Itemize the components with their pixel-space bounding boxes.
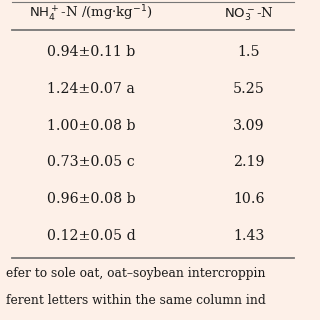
Text: $\mathrm{NH_4^+}$-N /(mg$\cdot$kg$^{-1}$): $\mathrm{NH_4^+}$-N /(mg$\cdot$kg$^{-1}$… [29, 4, 153, 24]
Text: efer to sole oat, oat–soybean intercroppin: efer to sole oat, oat–soybean intercropp… [6, 267, 266, 280]
Text: 1.5: 1.5 [237, 45, 260, 59]
Text: 0.96±0.08 b: 0.96±0.08 b [47, 192, 135, 206]
Text: 0.73±0.05 c: 0.73±0.05 c [47, 156, 135, 169]
Text: 0.94±0.11 b: 0.94±0.11 b [47, 45, 135, 59]
Text: 2.19: 2.19 [233, 156, 264, 169]
Text: 5.25: 5.25 [233, 82, 265, 96]
Text: 1.43: 1.43 [233, 229, 264, 243]
Text: ferent letters within the same column ind: ferent letters within the same column in… [6, 294, 266, 307]
Text: 1.00±0.08 b: 1.00±0.08 b [47, 119, 135, 132]
Text: 3.09: 3.09 [233, 119, 265, 132]
Text: 10.6: 10.6 [233, 192, 264, 206]
Text: $\mathrm{NO_3^-}$-N: $\mathrm{NO_3^-}$-N [224, 6, 274, 23]
Text: 1.24±0.07 a: 1.24±0.07 a [47, 82, 135, 96]
Text: 0.12±0.05 d: 0.12±0.05 d [47, 229, 135, 243]
